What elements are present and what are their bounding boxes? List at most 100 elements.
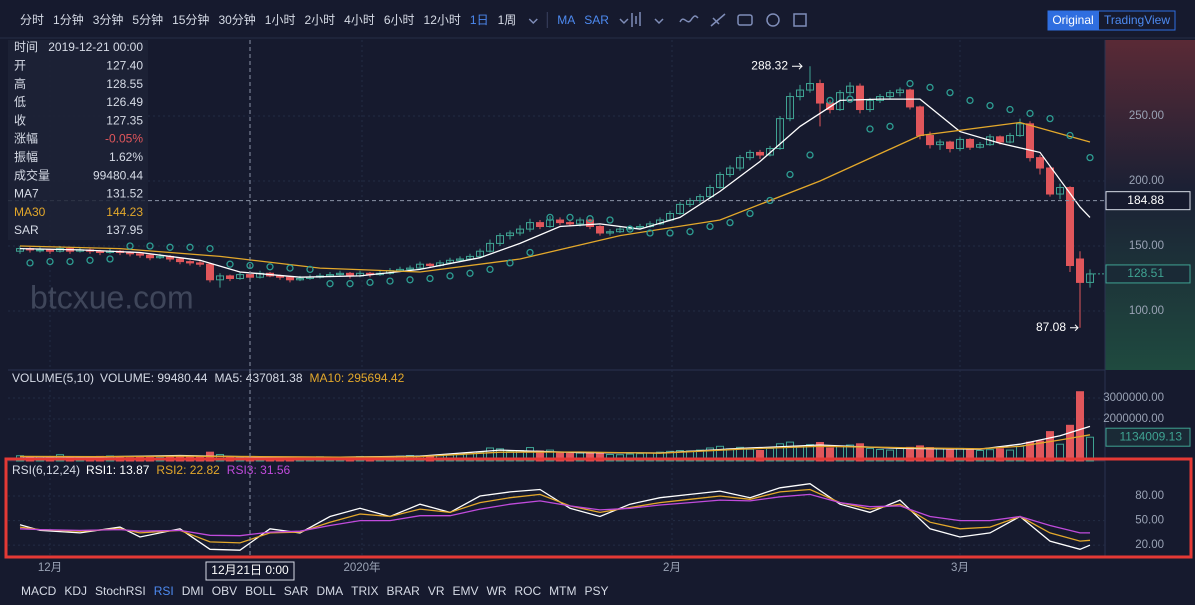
sar-dot (986, 101, 994, 110)
interval-option[interactable]: 12小时 (424, 13, 461, 27)
indicator-tab[interactable]: MACD (21, 584, 57, 598)
volume-bar (526, 447, 534, 462)
interval-option[interactable]: 1日 (470, 13, 489, 27)
sar-dot (726, 218, 734, 227)
indicator-tab[interactable]: PSY (585, 584, 609, 598)
settings-icon[interactable] (766, 13, 780, 27)
interval-option[interactable]: 30分钟 (218, 12, 255, 27)
sar-dot (106, 255, 114, 263)
candle-body (336, 272, 344, 276)
draw-icon[interactable] (710, 13, 726, 27)
indicator-option[interactable]: MA (557, 13, 575, 27)
indicator-tab[interactable]: BOLL (245, 584, 276, 598)
indicator-tab[interactable]: ROC (515, 584, 542, 598)
indicator-line (19, 121, 1091, 273)
indicator-tab[interactable]: EMV (452, 584, 478, 598)
sar-dot (306, 265, 314, 274)
dropdown-icon[interactable] (619, 18, 629, 25)
y-tick-label: 20.00 (1135, 539, 1164, 551)
dropdown-icon[interactable] (528, 18, 538, 25)
camera-icon[interactable] (737, 14, 753, 26)
candle-body (896, 89, 904, 94)
last-price-label: 128.51 (1127, 266, 1164, 280)
indicator-tab[interactable]: TRIX (351, 584, 378, 598)
candle-body (1076, 258, 1084, 283)
sar-dot (166, 243, 174, 251)
candle-body (136, 253, 144, 256)
view-option[interactable]: Original (1052, 13, 1093, 27)
interval-option[interactable]: 分时 (20, 13, 44, 27)
legend-entry: RSI2: 22.82 (156, 463, 220, 477)
sar-dot (786, 170, 794, 179)
sar-dot (26, 259, 34, 267)
candle-body (696, 196, 704, 202)
candle-body (726, 167, 734, 176)
interval-option[interactable]: 1周 (498, 13, 517, 27)
volume-bar (716, 445, 724, 462)
candle-body (506, 232, 514, 237)
candle-body (516, 228, 524, 234)
candle-body (206, 263, 214, 281)
indicator-tab[interactable]: SAR (284, 584, 309, 598)
sar-dot (1066, 131, 1074, 140)
volume-bar (706, 447, 714, 462)
candle-body (536, 222, 544, 228)
indicator-tab[interactable]: DMI (182, 584, 204, 598)
fullscreen-icon[interactable] (793, 13, 807, 27)
legend-entry: MA10: 295694.42 (310, 371, 405, 385)
line-icon[interactable] (679, 15, 699, 23)
candle-body (956, 138, 964, 150)
indicator-tab[interactable]: WR (487, 584, 507, 598)
sar-dot (366, 278, 374, 287)
info-rows: 时间 2019-12-21 00:00 开 127.40 高 128.55 低 126.49 收… (14, 40, 143, 237)
sar-dot (626, 225, 634, 233)
interval-option[interactable]: 2小时 (304, 13, 335, 27)
crosshair-date-label: 12月21日 0:00 (211, 563, 289, 577)
indicator-tab[interactable]: RSI (154, 584, 174, 598)
candle-icon[interactable] (631, 12, 641, 27)
interval-option[interactable]: 5分钟 (132, 12, 163, 27)
interval-option[interactable]: 3分钟 (93, 12, 124, 27)
info-value: 2019-12-21 00:00 (48, 40, 143, 54)
indicator-tab[interactable]: StochRSI (95, 584, 146, 598)
sar-dot (646, 229, 654, 237)
sar-dot (566, 213, 574, 222)
crosshair-date-box (205, 561, 295, 581)
indicator-option[interactable]: SAR (584, 13, 609, 27)
view-active[interactable] (1048, 11, 1099, 30)
info-label: 成交量 (14, 167, 50, 182)
watermark: btcxue.com (30, 279, 194, 315)
indicator-tab[interactable]: VR (428, 584, 445, 598)
sar-dot (1006, 105, 1014, 114)
indicator-tab[interactable]: MTM (549, 584, 576, 598)
sar-dot (86, 256, 94, 264)
sar-dot (326, 280, 334, 288)
candle-body (36, 249, 44, 252)
candle-body (816, 83, 824, 104)
interval-option[interactable]: 4小时 (344, 13, 375, 27)
indicator-tab[interactable]: BRAR (386, 584, 420, 598)
indicator-tab[interactable]: KDJ (64, 584, 87, 598)
view-option[interactable]: TradingView (1104, 13, 1170, 27)
volume-bar (676, 450, 684, 462)
indicator-tab[interactable]: OBV (212, 584, 237, 598)
indicator-tab[interactable]: DMA (316, 584, 343, 598)
candle-body (866, 99, 874, 111)
volume-bar (1066, 424, 1074, 462)
sar-dot (486, 265, 494, 274)
sar-dot (226, 260, 234, 268)
y-tick-label: 200.00 (1129, 175, 1164, 187)
interval-option[interactable]: 1小时 (265, 13, 296, 27)
volume-bar (566, 452, 574, 462)
dropdown-icon[interactable] (654, 18, 664, 25)
candle-body (186, 261, 194, 264)
sar-dot (146, 242, 154, 250)
candle-body (486, 242, 494, 252)
interval-option[interactable]: 6小时 (384, 13, 415, 27)
sar-dot (46, 257, 54, 266)
y-tick-label: 80.00 (1135, 490, 1164, 502)
high-label: 288.32 (751, 58, 788, 72)
interval-option[interactable]: 1分钟 (53, 12, 84, 27)
candle-body (976, 144, 984, 148)
interval-option[interactable]: 15分钟 (172, 12, 209, 27)
